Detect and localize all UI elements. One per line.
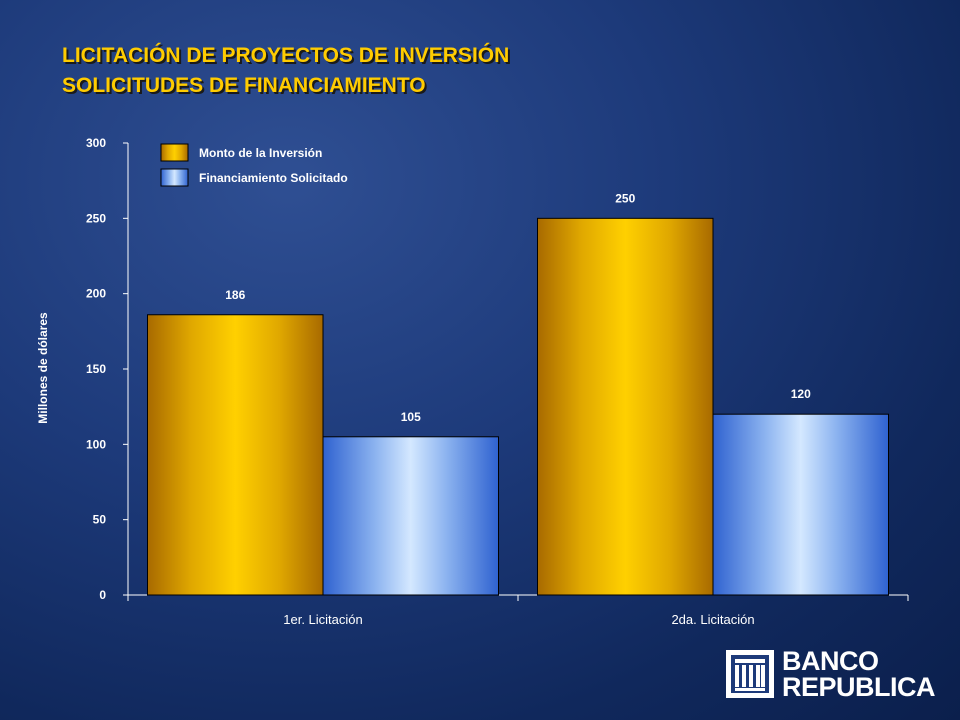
y-tick-label: 100 <box>86 437 106 451</box>
bar-value-label: 186 <box>225 288 245 302</box>
logo-text-banco: BANCO <box>782 646 879 676</box>
chart-title-line-1: LICITACIÓN DE PROYECTOS DE INVERSIÓN <box>62 44 510 67</box>
legend-swatch-1 <box>160 143 189 162</box>
banco-republica-logo: BANCO REPUBLICA <box>724 646 939 702</box>
y-tick-label: 50 <box>93 513 107 527</box>
bar-value-label: 120 <box>791 387 811 401</box>
x-tick-label: 1er. Licitación <box>283 612 363 627</box>
x-tick-label: 2da. Licitación <box>671 612 754 627</box>
bar-series-1-cat-1 <box>147 314 324 596</box>
legend-label-2: Financiamiento Solicitado <box>199 171 348 185</box>
legend: Monto de la Inversión Financiamiento Soli… <box>160 143 348 187</box>
bar-series-1-cat-2 <box>537 217 714 596</box>
bar-value-label: 250 <box>615 191 635 205</box>
bars <box>147 217 889 596</box>
y-tick-label: 200 <box>86 287 106 301</box>
legend-label-1: Monto de la Inversión <box>199 146 322 160</box>
chart-title-line-2: SOLICITUDES DE FINANCIAMIENTO <box>62 74 426 97</box>
y-tick-label: 250 <box>86 211 106 225</box>
bank-emblem-icon <box>726 650 774 698</box>
bar-value-label: 105 <box>401 410 421 424</box>
y-tick-label: 0 <box>99 588 106 602</box>
bar-series-2-cat-2 <box>712 413 889 596</box>
y-axis-label: Millones de dólares <box>36 312 50 424</box>
legend-swatch-2 <box>160 168 189 187</box>
y-axis: 0 50 100 150 200 250 300 <box>86 136 129 602</box>
logo-text-republica: REPUBLICA <box>782 672 936 702</box>
y-tick-label: 150 <box>86 362 106 376</box>
bar-series-2-cat-1 <box>322 436 499 596</box>
x-axis: 1er. Licitación 2da. Licitación <box>127 594 909 627</box>
y-tick-label: 300 <box>86 136 106 150</box>
data-labels: 186 250 105 120 <box>225 191 811 423</box>
